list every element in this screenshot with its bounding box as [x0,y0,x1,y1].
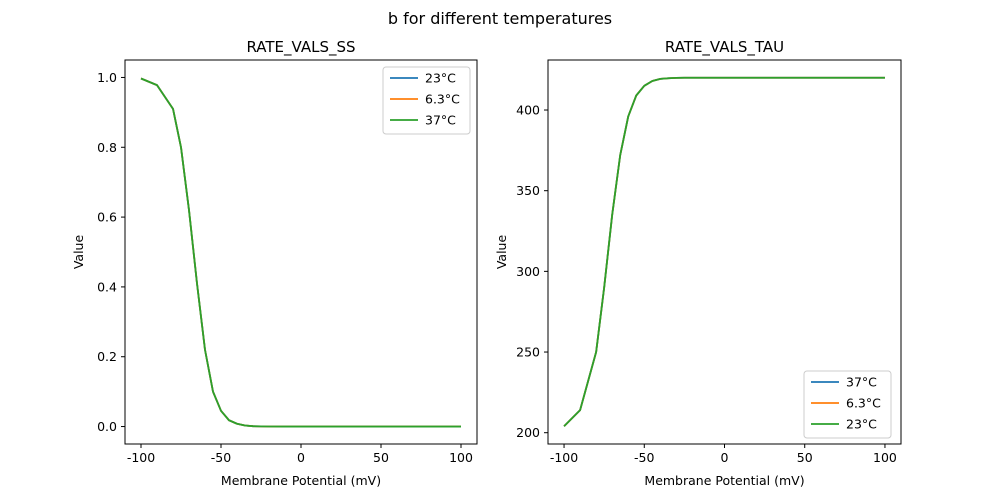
y-tick-label: 400 [516,103,540,118]
y-tick-label: 250 [516,345,540,360]
legend-label: 37°C [425,113,456,128]
y-tick-label: 350 [516,183,540,198]
series-line-2 [140,77,461,428]
panel-rate-vals-tau: RATE_VALS_TAU -100 -50 0 50 100 200 250 300 350 40… [494,38,902,488]
legend-label: 6.3°C [846,396,881,411]
x-tick-label: -100 [550,450,578,465]
y-tick-label: 0.0 [97,419,117,434]
y-tick-label: 300 [516,264,540,279]
legend-label: 37°C [846,375,877,390]
figure-suptitle: b for different temperatures [388,9,612,28]
y-tick-label: 1.0 [97,70,117,85]
legend-label: 6.3°C [425,92,460,107]
series-lines [140,77,461,428]
y-tick-label: 0.4 [97,279,117,294]
x-tick-label: -50 [211,450,231,465]
series-lines [563,76,885,427]
y-axis-label: Value [494,235,509,270]
legend-frame [803,370,892,439]
x-tick-label: 0 [721,450,729,465]
x-tick-label: 50 [797,450,813,465]
x-tick-label: 0 [297,450,305,465]
legend-label: 23°C [846,417,877,432]
x-axis-label: Membrane Potential (mV) [221,473,381,488]
y-tick-label: 0.6 [97,210,117,225]
panel-rate-vals-ss: RATE_VALS_SS -100 -50 0 50 100 0.0 0.2 0.4 0.6 0.8… [71,38,478,488]
x-tick-label: -50 [634,450,654,465]
y-tick-label: 200 [516,425,540,440]
legend: 23°C 6.3°C 37°C [382,66,471,135]
chart-title: RATE_VALS_TAU [665,38,784,57]
y-tick-label: 0.2 [97,349,117,364]
y-tick-label: 0.8 [97,140,117,155]
x-tick-label: 100 [873,450,897,465]
legend-label: 23°C [425,71,456,86]
legend-frame [382,66,471,135]
x-tick-label: -100 [127,450,155,465]
x-tick-label: 50 [373,450,389,465]
chart-title: RATE_VALS_SS [246,38,355,57]
legend: 37°C 6.3°C 23°C [803,370,892,439]
series-line-2 [563,76,885,427]
x-tick-label: 100 [449,450,473,465]
x-axis-label: Membrane Potential (mV) [644,473,804,488]
y-axis-label: Value [71,235,86,270]
